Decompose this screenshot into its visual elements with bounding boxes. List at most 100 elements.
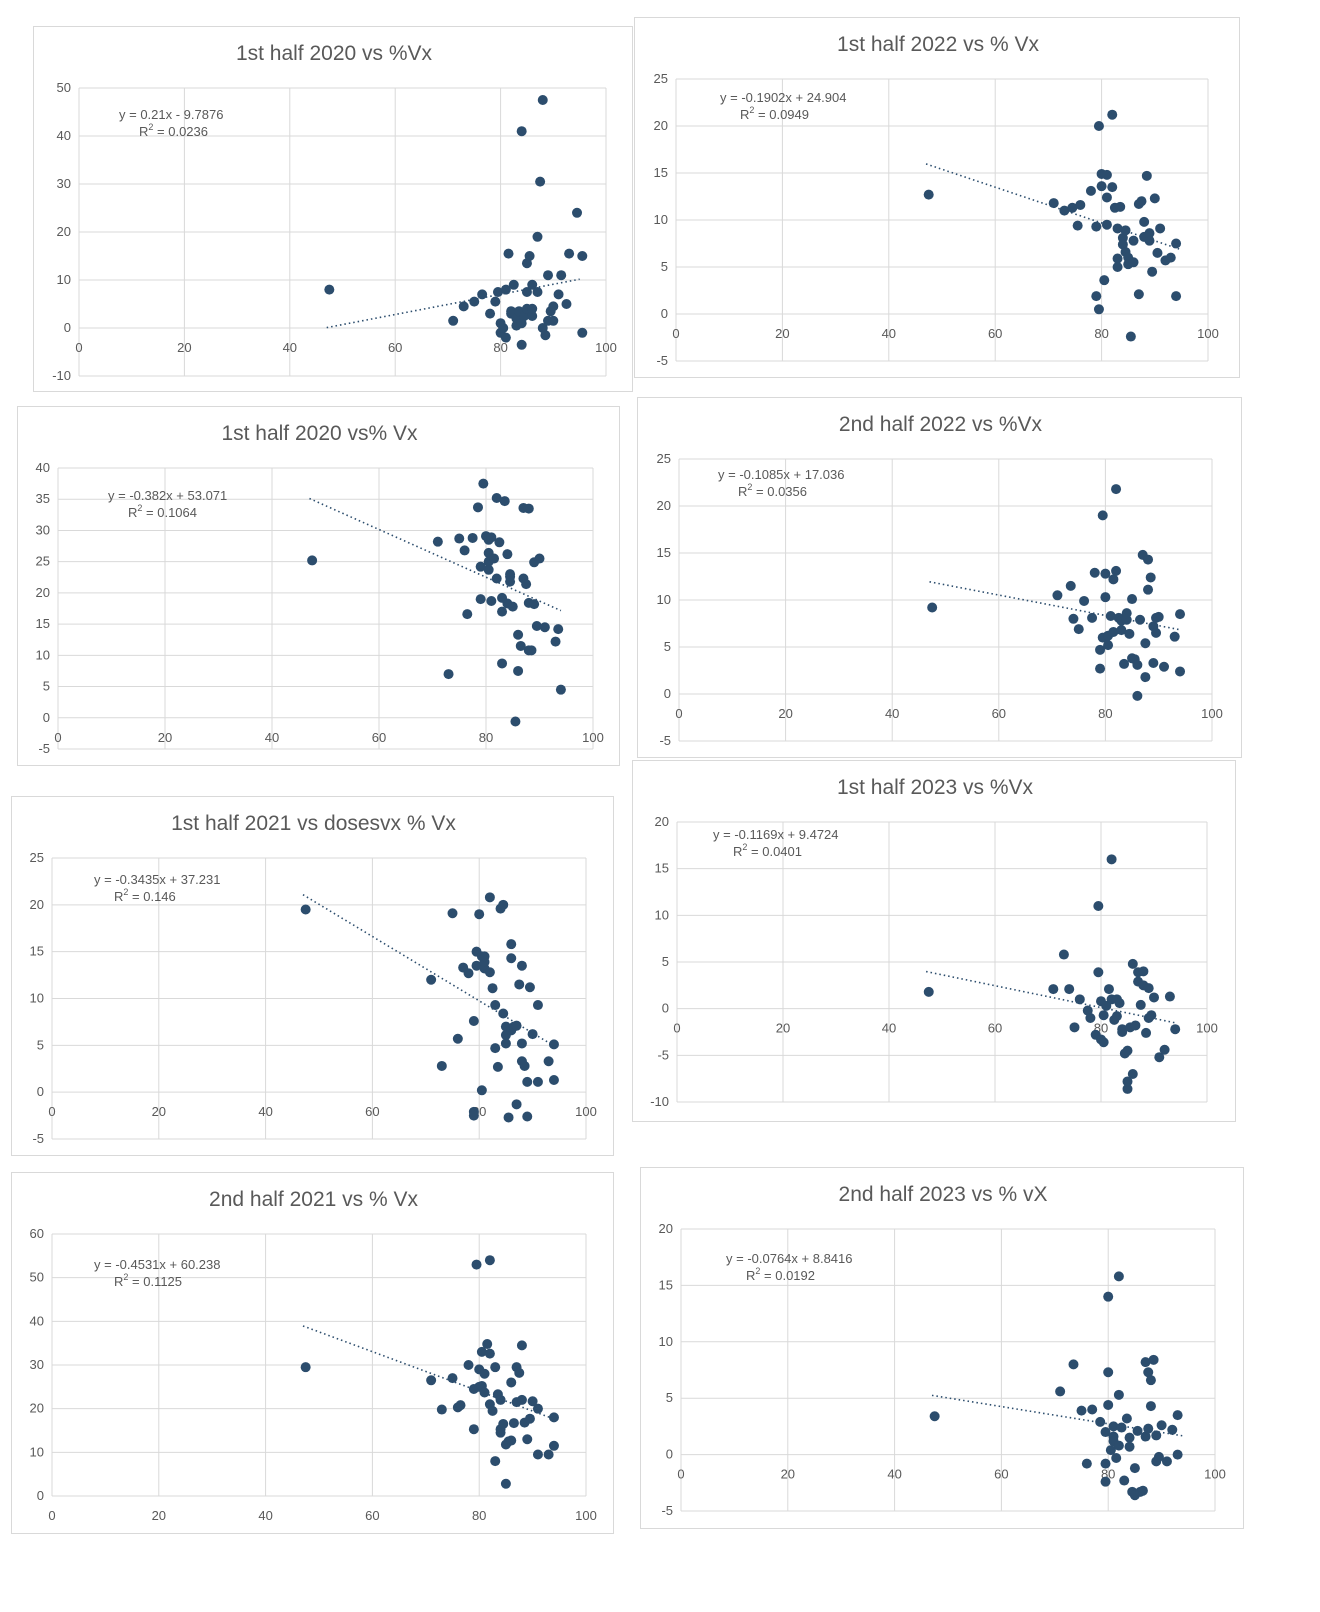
- data-point: [447, 908, 458, 919]
- data-point: [1132, 1425, 1143, 1436]
- x-tick-label: 40: [885, 706, 899, 721]
- y-tick-label: -10: [650, 1094, 669, 1109]
- data-point: [1124, 1432, 1135, 1443]
- chart-title: 1st half 2020 vs %Vx: [236, 42, 433, 65]
- x-tick-label: 0: [54, 730, 61, 745]
- data-point: [1074, 994, 1085, 1005]
- data-point: [506, 939, 517, 950]
- data-point: [1087, 1404, 1098, 1415]
- data-point: [1095, 1416, 1106, 1427]
- x-tick-label: 100: [575, 1104, 597, 1119]
- data-point: [1117, 1024, 1128, 1035]
- r-squared-value: = 0.1125: [128, 1274, 182, 1289]
- data-point: [491, 492, 502, 503]
- r-squared-label: R2 = 0.0949: [740, 105, 809, 122]
- data-point: [537, 95, 548, 105]
- y-tick-label: 0: [64, 320, 71, 335]
- trendline-equation: y = -0.1169x + 9.4724: [713, 827, 839, 842]
- y-tick-label: 25: [36, 554, 50, 569]
- data-point: [521, 287, 532, 297]
- y-tick-label: 20: [654, 118, 668, 133]
- data-point: [478, 478, 489, 489]
- data-point: [1149, 992, 1159, 1003]
- y-tick-label: 20: [57, 224, 71, 239]
- data-point: [1095, 644, 1106, 655]
- x-tick-label: 100: [575, 1508, 597, 1523]
- y-tick-label: 20: [655, 814, 669, 829]
- chart-panel-2: 1st half 2022 vs % Vx -5 0 5 10 15 20 25 0 20 40 60…: [634, 17, 1240, 378]
- data-point: [1137, 1485, 1148, 1496]
- y-tick-label: -5: [661, 1503, 673, 1518]
- data-point: [1081, 1458, 1092, 1469]
- x-tick-label: 100: [595, 340, 617, 355]
- data-point: [1106, 854, 1117, 865]
- y-tick-label: 20: [36, 585, 50, 600]
- data-point: [524, 1413, 535, 1424]
- data-point: [477, 289, 488, 300]
- chart-panel-8: 2nd half 2023 vs % vX -5 0 5 10 15 20 0 20 40 60 80…: [640, 1167, 1244, 1529]
- data-point: [1064, 984, 1075, 995]
- data-point: [1103, 1367, 1114, 1378]
- data-point: [1140, 638, 1151, 649]
- r-squared-r: R: [114, 889, 123, 904]
- y-tick-label: 5: [664, 639, 671, 654]
- data-point: [1076, 1405, 1087, 1416]
- data-point: [483, 564, 494, 575]
- data-point: [1116, 1422, 1127, 1433]
- chart-panel-7: 2nd half 2021 vs % Vx 0 10 20 30 40 50 60 0 20 40 6…: [11, 1172, 614, 1534]
- data-point: [492, 287, 503, 297]
- x-tick-label: 80: [479, 730, 493, 745]
- chart-title: 1st half 2020 vs% Vx: [221, 422, 418, 445]
- data-point: [543, 270, 554, 281]
- chart-title: 1st half 2022 vs % Vx: [837, 33, 1039, 56]
- data-point: [508, 1418, 519, 1429]
- data-point: [432, 536, 443, 547]
- data-point: [1169, 631, 1180, 642]
- data-point: [548, 315, 559, 326]
- data-point: [500, 284, 511, 295]
- r-squared-value: = 0.0192: [760, 1268, 815, 1283]
- data-point: [564, 248, 575, 259]
- data-point: [485, 308, 496, 319]
- data-point: [459, 545, 470, 556]
- data-point: [1103, 984, 1114, 995]
- x-tick-label: 60: [992, 706, 1006, 721]
- chart-panel-4: 2nd half 2022 vs %Vx -5 0 5 10 15 20 25 0 20 40 60 8…: [637, 397, 1242, 758]
- data-point: [505, 576, 516, 587]
- data-point: [1059, 205, 1070, 216]
- data-point: [1130, 1020, 1141, 1031]
- y-tick-label: 0: [37, 1488, 44, 1503]
- data-point: [1159, 661, 1170, 672]
- y-tick-label: 15: [659, 1277, 673, 1292]
- x-tick-label: 60: [372, 730, 386, 745]
- data-point: [1108, 626, 1119, 637]
- data-point: [1052, 590, 1063, 601]
- y-tick-label: 40: [30, 1313, 44, 1328]
- data-point: [1127, 594, 1138, 605]
- data-point: [553, 624, 564, 635]
- data-point: [1120, 225, 1131, 236]
- data-point: [1093, 304, 1104, 315]
- y-tick-label: 20: [30, 1401, 44, 1416]
- data-point: [307, 555, 318, 566]
- y-tick-label: 10: [36, 647, 50, 662]
- x-tick-label: 100: [1196, 1021, 1218, 1036]
- data-point: [1121, 608, 1132, 619]
- r-squared-r: R: [733, 844, 742, 859]
- r-squared-superscript: 2: [123, 887, 128, 897]
- x-tick-label: 100: [1204, 1467, 1226, 1482]
- data-point: [572, 207, 583, 218]
- data-point: [1152, 247, 1163, 258]
- data-point: [1113, 1440, 1124, 1451]
- data-point: [1122, 1083, 1133, 1094]
- data-point: [923, 189, 934, 200]
- data-point: [539, 622, 550, 633]
- data-point: [522, 1111, 533, 1122]
- data-point: [1119, 658, 1130, 669]
- data-point: [521, 579, 532, 590]
- data-point: [1100, 1427, 1111, 1438]
- trendline: [309, 497, 562, 612]
- x-tick-label: 100: [582, 730, 604, 745]
- data-point: [1172, 1410, 1183, 1421]
- r-squared-superscript: 2: [137, 503, 142, 513]
